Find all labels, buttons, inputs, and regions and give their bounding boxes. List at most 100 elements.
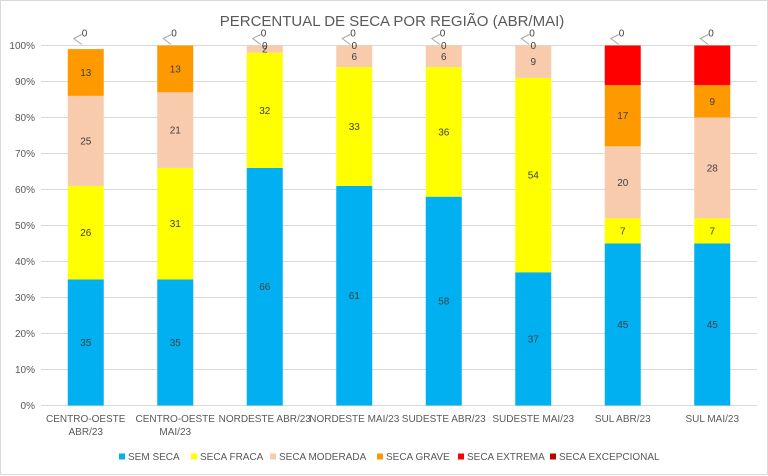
x-tick-label: CENTRO-OESTE <box>46 414 126 425</box>
label-leader-line <box>341 34 351 45</box>
bar-segment <box>246 167 283 406</box>
bar-segment <box>157 92 194 168</box>
y-tick-label: 50% <box>15 221 35 232</box>
data-label: 37 <box>528 334 540 345</box>
bar-segment <box>694 85 731 118</box>
x-tick-label: SUDESTE MAI/23 <box>492 414 574 425</box>
legend-item: SECA FRACA <box>200 452 264 463</box>
data-label: 0 <box>441 41 447 52</box>
bar-segment <box>604 45 641 86</box>
data-label: 6 <box>441 52 447 63</box>
x-tick-label: CENTRO-OESTE <box>136 414 216 425</box>
data-label: 54 <box>528 171 540 182</box>
data-label: 58 <box>438 297 450 308</box>
legend-item: SECA MODERADA <box>279 452 367 463</box>
bars <box>67 45 731 406</box>
bar-segment <box>246 52 283 168</box>
x-axis-labels: CENTRO-OESTE ABR/23 CENTRO-OESTE MAI/23 NORD… <box>46 414 739 438</box>
x-tick-label: ABR/23 <box>69 427 104 438</box>
data-label: 66 <box>259 282 271 293</box>
bar-segment <box>67 49 104 96</box>
data-label: 33 <box>349 122 361 133</box>
y-tick-label: 40% <box>15 257 35 268</box>
data-label: 0 <box>530 41 536 52</box>
data-label: 2 <box>262 45 268 56</box>
data-label: 0 <box>440 29 446 40</box>
bar-segment <box>515 45 552 78</box>
y-tick-label: 60% <box>15 185 35 196</box>
legend-item: SECA EXCEPCIONAL <box>559 452 660 463</box>
data-label: 0 <box>171 29 177 40</box>
data-label: 17 <box>617 111 629 122</box>
bar-segment <box>694 117 731 219</box>
x-tick-label: NORDESTE ABR/23 <box>219 414 312 425</box>
legend-swatch <box>550 453 556 460</box>
bar-segment <box>246 45 283 53</box>
label-leader-line <box>251 34 262 45</box>
bar-segment <box>336 67 373 186</box>
legend-swatch <box>119 453 125 460</box>
x-tick-label: SUL ABR/23 <box>595 414 651 425</box>
bar-segment <box>67 95 104 186</box>
data-label: 0 <box>350 29 356 40</box>
data-label: 45 <box>617 320 629 331</box>
label-leader-line <box>699 34 709 45</box>
data-label: 9 <box>709 97 715 108</box>
bar-segment <box>604 243 641 406</box>
data-label: 6 <box>351 52 357 63</box>
y-tick-label: 70% <box>15 149 35 160</box>
y-axis-ticks: 0% 10% 20% 30% 40% 50% 60% 70% 80% 90% 100% <box>9 41 35 412</box>
gridlines <box>41 45 757 406</box>
legend-swatch <box>191 453 197 460</box>
bar-segment <box>157 167 194 280</box>
data-label: 21 <box>170 126 182 137</box>
label-leader-line <box>162 34 172 45</box>
legend-item: SECA EXTREMA <box>467 452 545 463</box>
data-label: 0 <box>82 29 88 40</box>
legend-swatch <box>458 453 464 460</box>
y-tick-label: 30% <box>15 293 35 304</box>
bar-segment <box>157 45 194 93</box>
bar-segment <box>336 185 373 406</box>
data-label: 20 <box>617 178 629 189</box>
bar-segment <box>515 272 552 406</box>
data-label: 45 <box>707 320 719 331</box>
data-label: 25 <box>80 136 92 147</box>
data-label: 7 <box>620 226 626 237</box>
data-label: 7 <box>709 226 715 237</box>
data-label: 13 <box>80 68 92 79</box>
x-tick-label: NORDESTE MAI/23 <box>309 414 399 425</box>
label-leader-line <box>609 34 620 45</box>
data-label: 36 <box>438 127 450 138</box>
legend-swatch <box>270 453 276 460</box>
bar-segment <box>694 243 731 406</box>
bar-segment <box>425 67 462 197</box>
data-label: 28 <box>707 163 719 174</box>
legend-item: SEM SECA <box>128 452 180 463</box>
data-label: 13 <box>170 64 182 75</box>
y-tick-label: 90% <box>15 77 35 88</box>
x-tick-label: MAI/23 <box>159 427 191 438</box>
data-label: 26 <box>80 228 92 239</box>
bar-segment <box>604 146 641 219</box>
legend: SEM SECA SECA FRACA SECA MODERADA SECA GRAV… <box>119 452 660 463</box>
data-label: 9 <box>530 57 536 68</box>
data-label: 35 <box>80 338 92 349</box>
legend-swatch <box>377 453 383 460</box>
bar-segment <box>67 279 104 406</box>
data-label: 32 <box>259 106 271 117</box>
data-label: 0 <box>261 29 267 40</box>
chart-title: PERCENTUAL DE SECA POR REGIÃO (ABR/MAI) <box>220 13 565 30</box>
label-leader-line <box>520 34 530 45</box>
data-label: 0 <box>351 41 357 52</box>
label-leader-line <box>72 34 83 45</box>
data-label: 0 <box>708 29 714 40</box>
bar-segment <box>694 45 731 86</box>
data-label: 61 <box>349 291 361 302</box>
y-tick-label: 100% <box>9 41 35 52</box>
bar-segment <box>425 45 462 68</box>
bar-segment <box>515 77 552 273</box>
data-label: 35 <box>170 338 182 349</box>
y-tick-label: 80% <box>15 113 35 124</box>
